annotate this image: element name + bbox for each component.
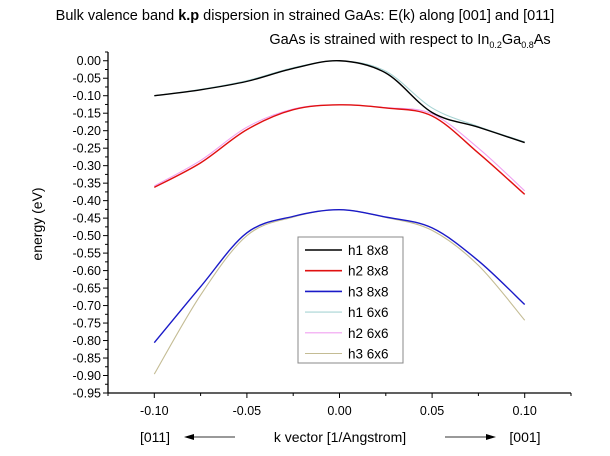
series-line-h1-6x6 (154, 60, 525, 143)
y-tick-label: -0.50 (73, 229, 102, 243)
series-line-h2-6x6 (154, 104, 526, 192)
y-tick-label: -0.65 (73, 282, 102, 296)
legend-label: h1 6x6 (348, 305, 389, 320)
x-axis-label: k vector [1/Angstrom] (274, 429, 406, 445)
x-tick-label: -0.10 (140, 404, 169, 418)
y-tick-label: -0.35 (73, 177, 102, 191)
chart-title: Bulk valence band k.p dispersion in stra… (56, 8, 555, 24)
y-tick-label: -0.80 (73, 334, 102, 348)
y-tick-label: -0.75 (73, 317, 102, 331)
y-tick-label: -0.40 (73, 194, 102, 208)
y-tick-label: 0.00 (77, 54, 101, 68)
y-tick-label: -0.30 (73, 159, 102, 173)
axes: 0.00 -0.05 -0.10 -0.15 -0.20 -0.25 -0.30 -0.35 -… (73, 51, 572, 418)
legend-box (297, 236, 404, 364)
chart-subtitle: GaAs is strained with respect to In0.2Ga… (269, 32, 550, 50)
y-tick-label: -0.10 (73, 89, 102, 103)
x-right-direction: [001] (509, 429, 540, 445)
series-group (153, 60, 526, 375)
y-axis-label: energy (eV) (29, 187, 45, 260)
right-arrow (445, 434, 496, 440)
x-tick-label: -0.05 (233, 404, 262, 418)
y-tick-label: -0.70 (73, 299, 102, 313)
y-tick-label: -0.95 (73, 387, 102, 401)
legend-label: h1 8x8 (348, 243, 389, 258)
y-tick-label: -0.55 (73, 247, 102, 261)
y-tick-label: -0.90 (73, 369, 102, 383)
y-tick-label: -0.85 (73, 352, 102, 366)
legend-label: h2 6x6 (348, 326, 389, 341)
series-line-h3-8x8 (153, 209, 526, 344)
legend-label: h2 8x8 (348, 264, 389, 279)
y-tick-label: -0.60 (73, 264, 102, 278)
x-tick-label: 0.00 (327, 404, 351, 418)
y-tick-label: -0.05 (73, 72, 102, 86)
y-tick-label: -0.20 (73, 124, 102, 138)
y-tick-label: -0.45 (73, 212, 102, 226)
y-tick-label: -0.15 (73, 107, 102, 121)
series-line-h1-8x8 (154, 60, 525, 144)
legend: h1 8x8 h2 8x8 h3 8x8 h1 6x6 h2 6x6 h3 6x6 (297, 236, 404, 364)
x-tick-label: 0.05 (420, 404, 444, 418)
legend-label: h3 6x6 (348, 347, 389, 362)
x-tick-label: 0.10 (513, 404, 537, 418)
x-left-direction: [011] (140, 429, 170, 445)
left-arrow (184, 434, 235, 440)
y-tick-label: -0.25 (73, 142, 102, 156)
legend-label: h3 8x8 (348, 284, 389, 299)
series-line-h2-8x8 (153, 104, 526, 195)
